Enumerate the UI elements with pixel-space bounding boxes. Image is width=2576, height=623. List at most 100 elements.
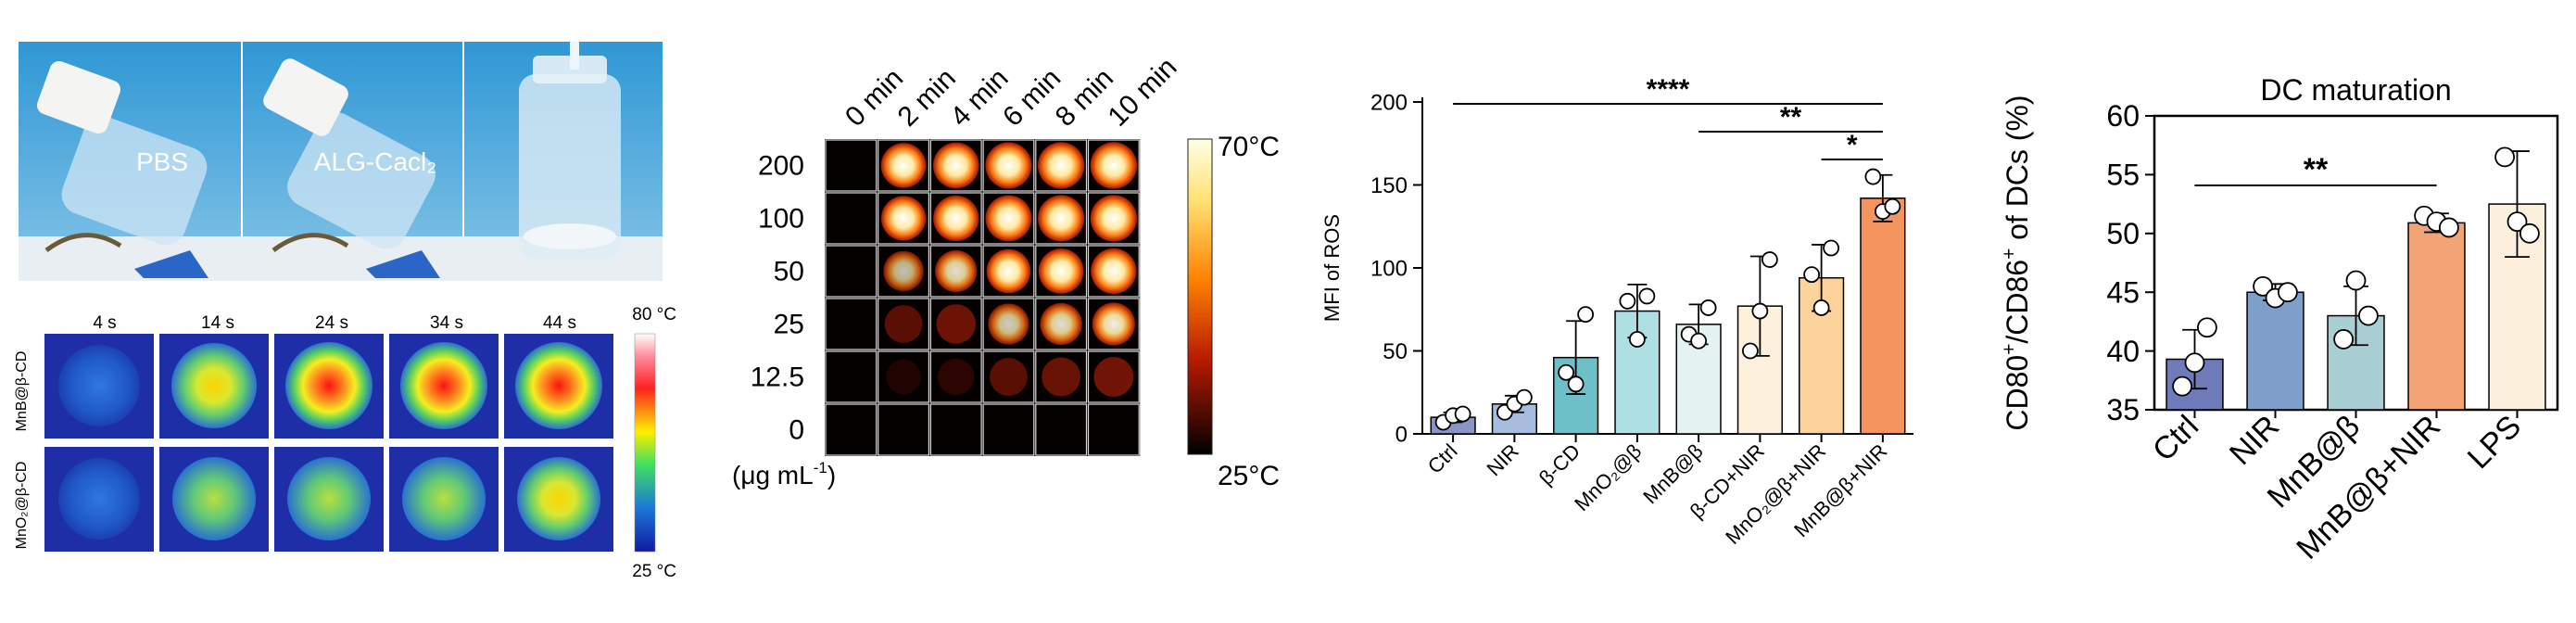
data-point [2333,329,2355,350]
y-tick-label: 40 [2106,335,2140,368]
heatmap-glow [1091,248,1137,295]
bottle-icon [36,60,208,278]
heatmap-glow [932,142,979,189]
data-point [1761,251,1778,268]
x-tick-label: NIR [2223,409,2286,472]
heatmap-glow [1040,302,1082,346]
photo-label-pbs: PBS [136,147,188,176]
x-tick-label: Ctrl [1423,439,1462,478]
thermal-colorbar [634,333,656,553]
data-point [2277,282,2298,303]
bottle-icon [263,58,440,278]
heatmap-cell [1087,403,1140,456]
heatmap-glow [1093,357,1134,397]
photo-label-alg: ALG-Cacl₂ [314,147,436,176]
data-point [2253,275,2274,297]
time-label: 44 s [543,313,576,333]
thermal-grid: 4 s 14 s 24 s 34 s 44 s MnB@β-CD MnO₂@β-… [14,305,676,581]
data-point [1690,332,1708,350]
heatmap-glow [880,196,927,241]
bar [2246,291,2305,411]
data-point [1577,306,1595,324]
y-tick-label: 35 [2106,393,2140,426]
y-tick-label: 100 [1370,256,1408,281]
heatmap-row-label: 50 [774,257,804,287]
heatmap-glow [938,358,975,396]
data-point [1884,197,1901,215]
heatmap-cell [878,350,929,403]
data-point [2519,222,2540,244]
y-tick-label: 0 [1395,422,1408,447]
data-point [1628,331,1646,348]
y-tick-label: 55 [2106,159,2140,192]
heatmap-row-label: 0 [789,415,804,446]
heatmap-cell [825,245,878,298]
data-point [1864,168,1882,185]
y-tick-label: 200 [1370,90,1408,115]
panel-heatmap: 0 min 2 min 4 min 6 min 8 min 10 min 200 100 50… [713,0,1307,618]
heatmap-glow [1090,195,1137,242]
heatmap-column-label: 4 min [944,63,1014,133]
heatmap-row-label: 200 [758,151,804,182]
data-point [1812,299,1830,316]
data-point [1619,292,1636,310]
heatmap-glow [936,304,976,344]
heatmap-cell [825,139,878,192]
panel-dc-chart: DC maturation 35 40 45 50 55 60 CD80+/CD86+ of … [1992,0,2576,618]
heatmap-glow [1090,142,1138,189]
time-label: 34 s [430,313,463,333]
heatmap-glow [1038,248,1084,294]
data-point [1823,239,1840,257]
y-tick-label: 50 [1383,339,1408,364]
heatmap-column-label: 6 min [997,63,1067,133]
heatmap-glow [886,359,921,395]
vial-icon [519,42,621,260]
heatmap-glow [884,305,923,343]
data-point [1567,375,1585,393]
data-point [1699,299,1717,316]
heatmap-glow [985,142,1032,189]
heatmap-column-label: 2 min [892,63,962,133]
data-point [2494,146,2516,168]
x-tick-label: MnB@β+NIR [2290,409,2447,566]
heatmap-cell [929,403,982,456]
y-tick-label: 50 [2106,217,2140,250]
heatmap-row-label: 12.5 [751,362,804,393]
heatmap-glow [1038,195,1085,242]
x-tick-label: MnO₂@β [1570,439,1646,515]
heatmap-colorbar-min: 25°C [1218,461,1280,491]
heatmap-cell [929,350,982,403]
significance-label: ** [1780,102,1802,133]
photo-strip: PBS ALG-Cacl₂ [19,42,663,281]
heatmap-row-unit: (μg mL-1) [732,459,836,490]
panel-photos-thermal: PBS ALG-Cacl₂ 4 s 14 s 24 s 34 s 44 s Mn… [0,0,686,618]
y-tick-label: 60 [2106,99,2140,133]
panel-ros-chart: 0 50 100 150 200 MFI of ROS Ctrl NIR β-CD MnO₂@β M… [1307,0,1937,618]
row-label: MnB@β-CD [14,351,30,432]
chart-title: DC maturation [2260,73,2451,107]
significance-label: ** [2304,152,2329,187]
data-point [2184,352,2205,374]
heatmap-column-label: 8 min [1050,63,1119,133]
data-point [1454,405,1471,423]
significance-label: **** [1647,74,1690,105]
data-point [1751,302,1769,320]
heatmap-row-label: 25 [774,310,804,340]
heatmap-cell [1035,403,1088,456]
y-axis-label: CD80+/CD86+ of DCs (%) [1999,95,2034,430]
heatmap-row-label: 100 [758,204,804,235]
heatmap-colorbar-max: 70°C [1218,132,1280,162]
heatmap-glow [880,143,927,188]
heatmap-background [825,139,1141,456]
data-point [2357,305,2379,326]
time-label: 4 s [93,313,116,333]
bar [1860,197,1906,435]
y-tick-label: 150 [1370,173,1408,198]
data-point [2196,317,2217,338]
heatmap-glow [935,249,978,293]
data-point [1515,388,1533,406]
data-point [2345,270,2367,291]
time-label: 14 s [201,313,234,333]
x-tick-label: β-CD [1534,439,1585,490]
